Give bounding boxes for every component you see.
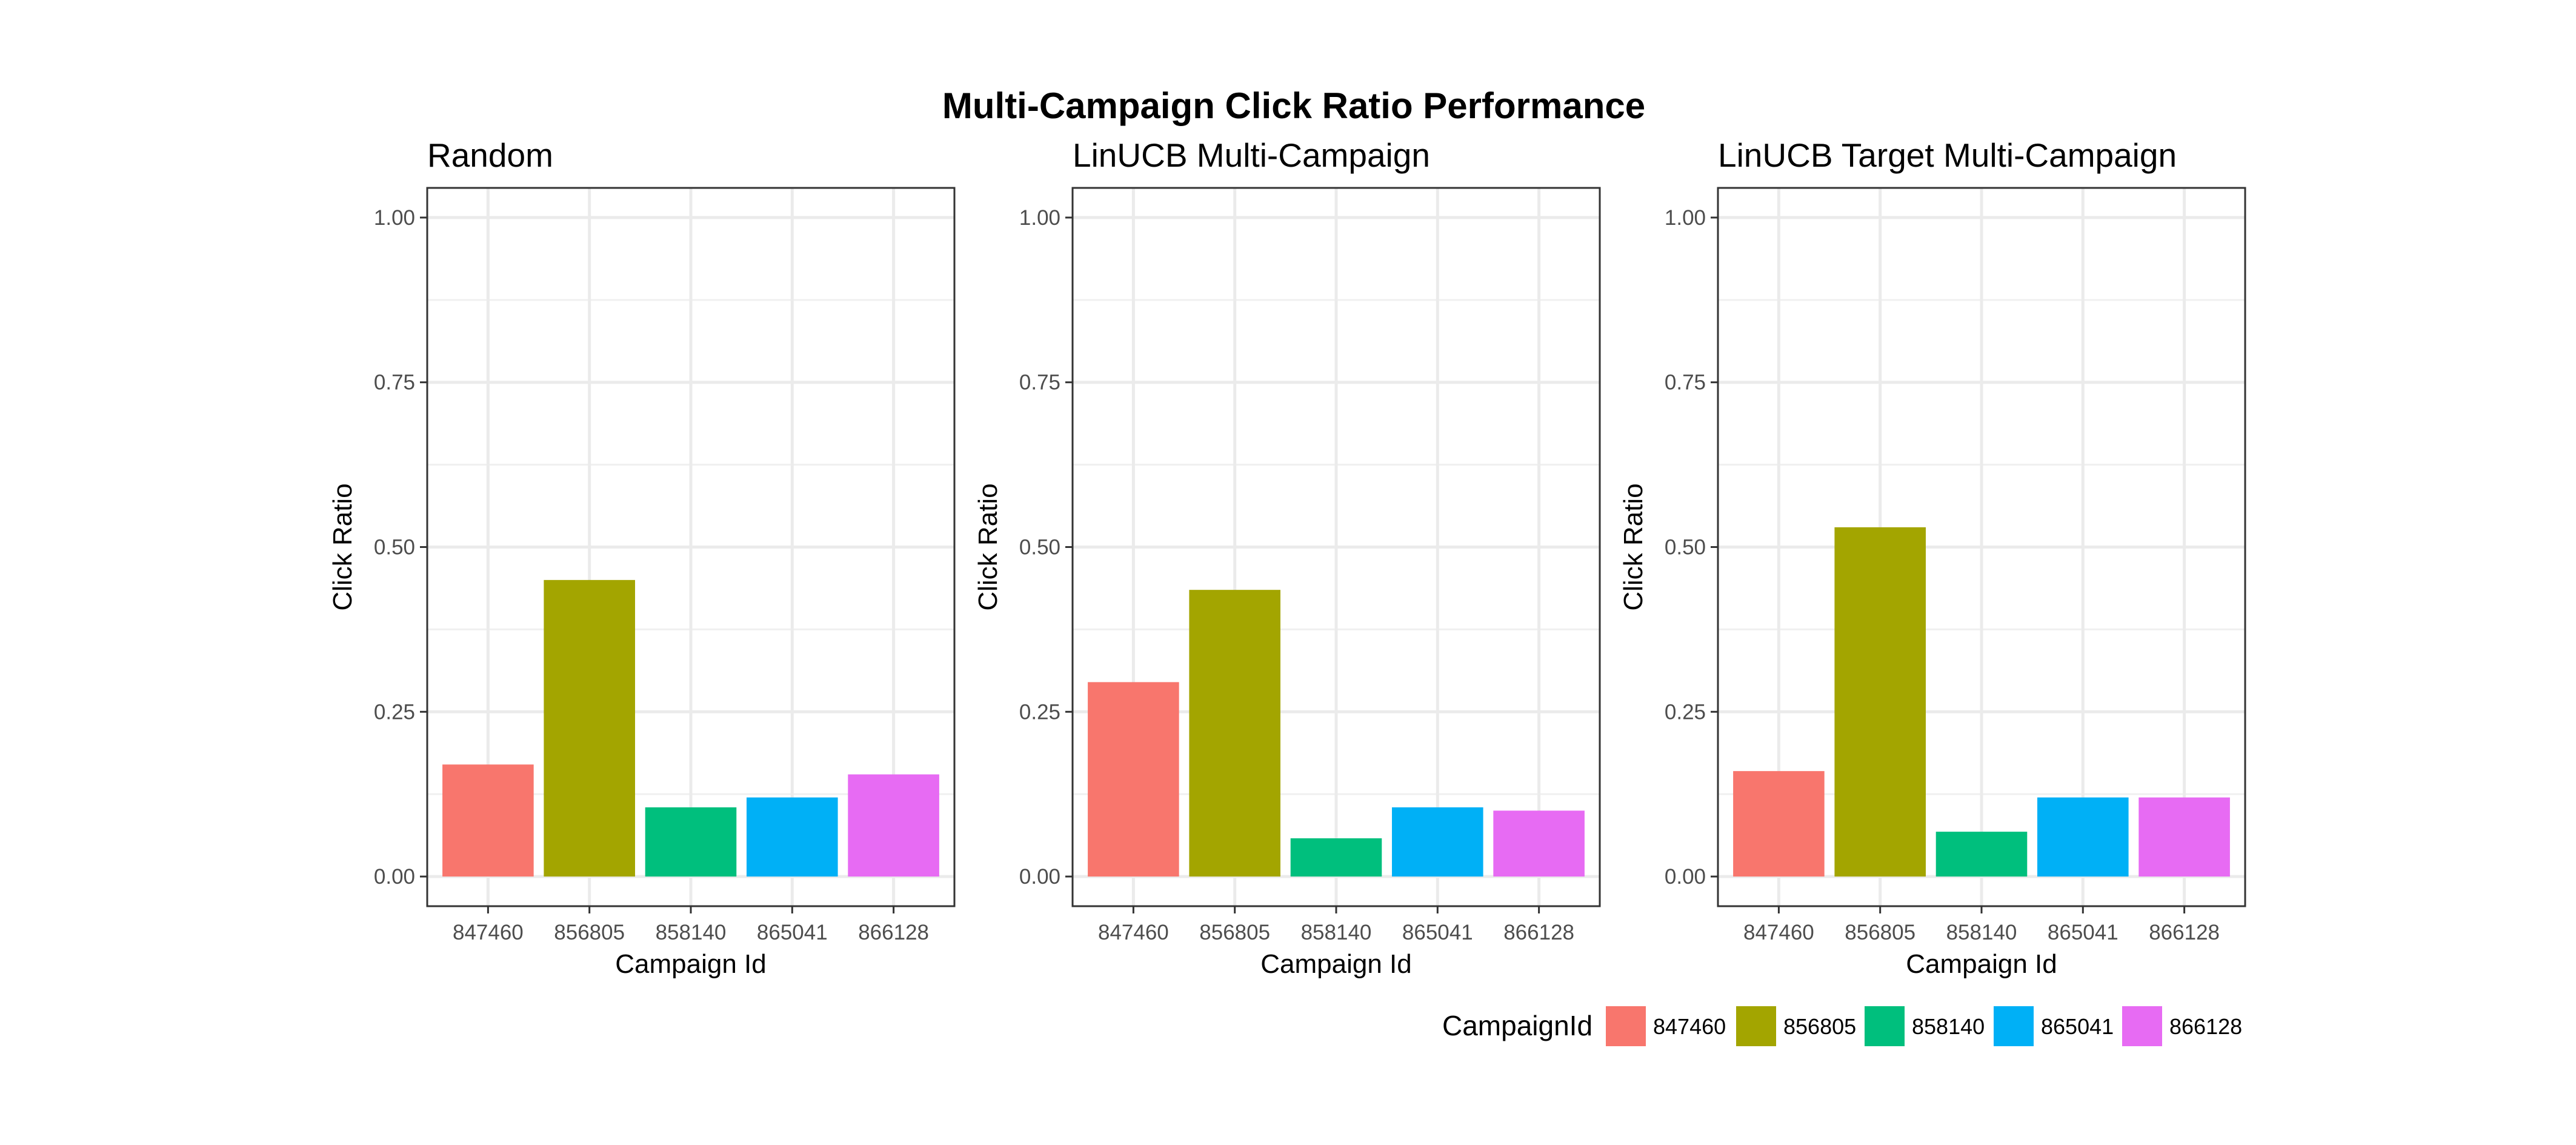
panel-border: [1717, 187, 2246, 907]
legend-swatch: [1606, 1006, 1646, 1046]
x-tick-label: 847460: [453, 921, 524, 944]
y-tick-label: 0.00: [1019, 865, 1060, 889]
y-tick-label: 0.75: [1019, 371, 1060, 395]
x-axis-label: Campaign Id: [1906, 949, 2057, 979]
y-tick-label: 0.25: [1665, 700, 1706, 724]
legend-item-856805: 856805: [1736, 1006, 1856, 1046]
bar-866128: [848, 774, 939, 877]
bar-866128: [1493, 810, 1585, 877]
y-axis-label: Click Ratio: [328, 483, 358, 610]
legend-label: 847460: [1653, 1014, 1726, 1039]
x-tick-label: 847460: [1743, 921, 1814, 944]
bar-865041: [2037, 797, 2129, 877]
x-tick-label: 856805: [1199, 921, 1270, 944]
panel-title: LinUCB Target Multi-Campaign: [1718, 136, 2177, 174]
legend-label: 865041: [2041, 1014, 2114, 1039]
y-tick-label: 1.00: [1019, 206, 1060, 230]
bar-858140: [1935, 832, 2028, 877]
legend-label: 858140: [1912, 1014, 1985, 1039]
y-tick-label: 0.00: [1665, 865, 1706, 889]
legend-swatch: [1994, 1006, 2034, 1046]
figure-title: Multi-Campaign Click Ratio Performance: [942, 85, 1645, 126]
x-tick-label: 858140: [1946, 921, 2017, 944]
bar-858140: [645, 807, 737, 877]
panel-border: [426, 187, 956, 907]
legend-label: 866128: [2169, 1014, 2242, 1039]
bar-858140: [1290, 838, 1382, 877]
legend-swatch: [1865, 1006, 1905, 1046]
x-tick-label: 856805: [1845, 921, 1915, 944]
bar-866128: [2138, 797, 2230, 877]
x-tick-label: 865041: [757, 921, 828, 944]
y-tick-label: 0.50: [1019, 536, 1060, 559]
y-axis-label: Click Ratio: [1619, 483, 1648, 610]
panel-2: 0.00 0.25 0.50 0.75 1.00 847460 856805 858140 86…: [973, 136, 1601, 979]
x-tick-label: 865041: [2048, 921, 2118, 944]
legend-item-866128: 866128: [2122, 1006, 2242, 1046]
legend-item-865041: 865041: [1994, 1006, 2114, 1046]
x-tick-label: 866128: [2149, 921, 2220, 944]
y-tick-label: 0.00: [374, 865, 415, 889]
bar-856805: [1189, 590, 1280, 877]
bar-847460: [1088, 682, 1179, 877]
panel-border: [1071, 187, 1601, 907]
x-axis-label: Campaign Id: [1260, 949, 1411, 979]
y-tick-label: 0.50: [374, 536, 415, 559]
y-tick-label: 0.25: [374, 700, 415, 724]
x-tick-label: 858140: [1301, 921, 1372, 944]
bar-847460: [1733, 771, 1825, 877]
y-tick-label: 1.00: [1665, 206, 1706, 230]
x-tick-label: 847460: [1098, 921, 1169, 944]
y-tick-label: 0.50: [1665, 536, 1706, 559]
legend: CampaignId 847460 856805 858140 865041 866128: [1442, 1006, 2242, 1046]
legend-item-858140: 858140: [1865, 1006, 1985, 1046]
legend-swatch: [2122, 1006, 2162, 1046]
y-tick-label: 0.75: [374, 371, 415, 395]
x-tick-label: 858140: [656, 921, 727, 944]
bar-856805: [544, 579, 635, 877]
panel-1: 0.00 0.25 0.50 0.75 1.00 847460 856805 858140 86…: [328, 136, 956, 979]
x-tick-label: 866128: [1503, 921, 1574, 944]
panel-title: Random: [427, 136, 553, 174]
panel-title: LinUCB Multi-Campaign: [1073, 136, 1430, 174]
legend-item-847460: 847460: [1606, 1006, 1726, 1046]
bar-865041: [1392, 807, 1483, 877]
chart-panels: 0.00 0.25 0.50 0.75 1.00 847460 856805 858140 86…: [328, 136, 2246, 979]
legend-swatch: [1736, 1006, 1776, 1046]
y-axis-label: Click Ratio: [973, 483, 1003, 610]
x-tick-label: 866128: [858, 921, 929, 944]
y-tick-label: 0.25: [1019, 700, 1060, 724]
x-tick-label: 865041: [1402, 921, 1473, 944]
legend-label: 856805: [1783, 1014, 1856, 1039]
y-tick-label: 0.75: [1665, 371, 1706, 395]
y-tick-label: 1.00: [374, 206, 415, 230]
bar-847460: [442, 764, 534, 877]
legend-title: CampaignId: [1442, 1010, 1593, 1041]
x-tick-label: 856805: [554, 921, 625, 944]
bar-865041: [747, 797, 838, 877]
bar-856805: [1834, 527, 1926, 877]
x-axis-label: Campaign Id: [615, 949, 766, 979]
panel-3: 0.00 0.25 0.50 0.75 1.00 847460 856805 858140 86…: [1619, 136, 2246, 979]
